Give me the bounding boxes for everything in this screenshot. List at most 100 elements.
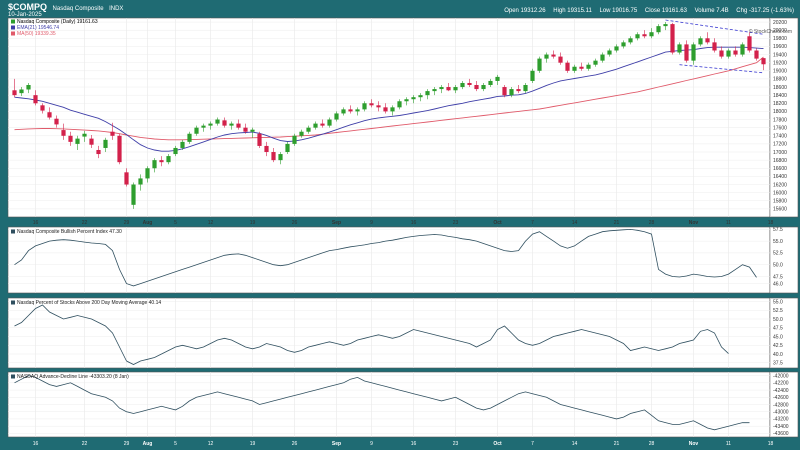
candle-body	[397, 101, 402, 108]
candle-body	[54, 118, 59, 125]
candle-body	[89, 138, 94, 145]
x-tick-label-bottom: 26	[292, 441, 298, 447]
candle-body	[306, 127, 311, 132]
candle-body	[159, 160, 164, 163]
candle-body	[229, 123, 234, 126]
candle-body	[733, 50, 738, 55]
x-tick-label: Aug	[143, 220, 153, 226]
candle-body	[201, 125, 206, 128]
y-tick-label: 16600	[773, 166, 787, 172]
indicator-line-adline	[14, 375, 750, 431]
candle-body	[523, 85, 528, 92]
indicator-line-pct200	[14, 304, 729, 365]
candle-body	[390, 107, 395, 112]
candle-body	[138, 178, 143, 185]
y-tick-label: 15600	[773, 207, 787, 213]
y-tick-label: -42800	[773, 402, 789, 408]
candle-body	[516, 89, 521, 92]
y-tick-label: -43000	[773, 410, 789, 416]
candle-body	[362, 103, 367, 110]
candle-body	[649, 32, 654, 37]
candle-body	[712, 42, 717, 51]
x-tick-label: 7	[531, 220, 534, 226]
y-tick-label: 57.5	[773, 227, 783, 233]
x-tick-label-bottom: 14	[572, 441, 578, 447]
y-tick-label: 52.5	[773, 251, 783, 257]
candle-body	[292, 135, 297, 144]
x-tick-label: 9	[370, 220, 373, 226]
y-tick-label: 37.5	[773, 361, 783, 367]
candle-body	[299, 131, 304, 136]
quote-low: Low 19016.75	[599, 8, 638, 14]
candle-body	[551, 54, 556, 57]
y-tick-label: 19400	[773, 52, 787, 58]
x-tick-label-bottom: 23	[453, 441, 459, 447]
legend-text: Nasdaq Percent of Stocks Above 200 Day M…	[17, 300, 161, 306]
x-tick-label-bottom: 29	[124, 441, 130, 447]
candle-body	[740, 44, 745, 55]
x-tick-label: 28	[649, 220, 655, 226]
candle-body	[502, 87, 507, 96]
panel-bpi	[7, 226, 771, 294]
candle-body	[327, 119, 332, 126]
candle-body	[180, 141, 185, 148]
x-tick-label: 14	[572, 220, 578, 226]
exchange-suffix: INDX	[109, 6, 124, 12]
y-tick-label: 20200	[773, 20, 787, 26]
quote-high: High 19315.11	[553, 8, 592, 14]
candle-body	[376, 105, 381, 108]
candle-body	[474, 85, 479, 90]
candle-body	[488, 80, 493, 86]
x-tick-label-bottom: 12	[208, 441, 214, 447]
candle-body	[166, 156, 171, 163]
candle-body	[586, 64, 591, 69]
candle-body	[698, 38, 703, 45]
candle-body	[453, 87, 458, 91]
y-tick-label: 50.0	[773, 263, 783, 269]
y-tick-label: 19600	[773, 44, 787, 50]
x-tick-label-bottom: 28	[649, 441, 655, 447]
x-tick-label: 18	[768, 220, 774, 226]
y-tick-label: 20000	[773, 28, 787, 34]
candle-body	[75, 138, 80, 144]
x-tick-label-bottom: Aug	[143, 441, 153, 447]
candle-body	[264, 145, 269, 153]
x-tick-label: 11	[726, 220, 731, 226]
y-tick-label: 18400	[773, 93, 787, 99]
candle-body	[747, 36, 752, 51]
candle-body	[152, 160, 157, 169]
x-tick-label-bottom: Sep	[332, 441, 341, 447]
x-tick-label: Sep	[332, 220, 341, 226]
symbol: $COMPQ	[8, 2, 48, 12]
y-tick-label: 18800	[773, 77, 787, 83]
y-tick-label: 47.5	[773, 326, 783, 332]
y-tick-label: 47.5	[773, 274, 783, 280]
quote-close: Close 19161.63	[644, 8, 687, 14]
candle-body	[495, 76, 500, 81]
candle-body	[313, 123, 318, 128]
x-tick-label: 26	[292, 220, 298, 226]
candle-body	[754, 50, 759, 59]
candle-body	[628, 38, 633, 43]
legend-text: NASDAQ Advance-Decline Line -43303.20 (8…	[17, 374, 129, 380]
x-tick-label: 12	[208, 220, 214, 226]
candle-body	[26, 85, 31, 90]
candle-body	[607, 50, 612, 55]
candle-body	[68, 135, 73, 142]
legend-swatch	[11, 25, 15, 30]
candle-body	[243, 127, 248, 132]
x-tick-label-bottom: 19	[250, 441, 256, 447]
y-tick-label: 52.5	[773, 308, 783, 314]
candle-body	[250, 129, 255, 132]
y-tick-label: 17600	[773, 125, 787, 131]
y-tick-label: 55.0	[773, 299, 783, 305]
y-tick-label: 55.0	[773, 239, 783, 245]
candle-body	[285, 143, 290, 153]
exchange-name: Nasdaq Composite	[52, 6, 104, 12]
candle-body	[446, 87, 451, 91]
legend-text: MA(50) 19339.35	[17, 31, 56, 37]
candle-body	[334, 113, 339, 120]
candle-body	[572, 66, 577, 71]
candle-body	[677, 44, 682, 53]
x-tick-label-bottom: 21	[614, 441, 620, 447]
